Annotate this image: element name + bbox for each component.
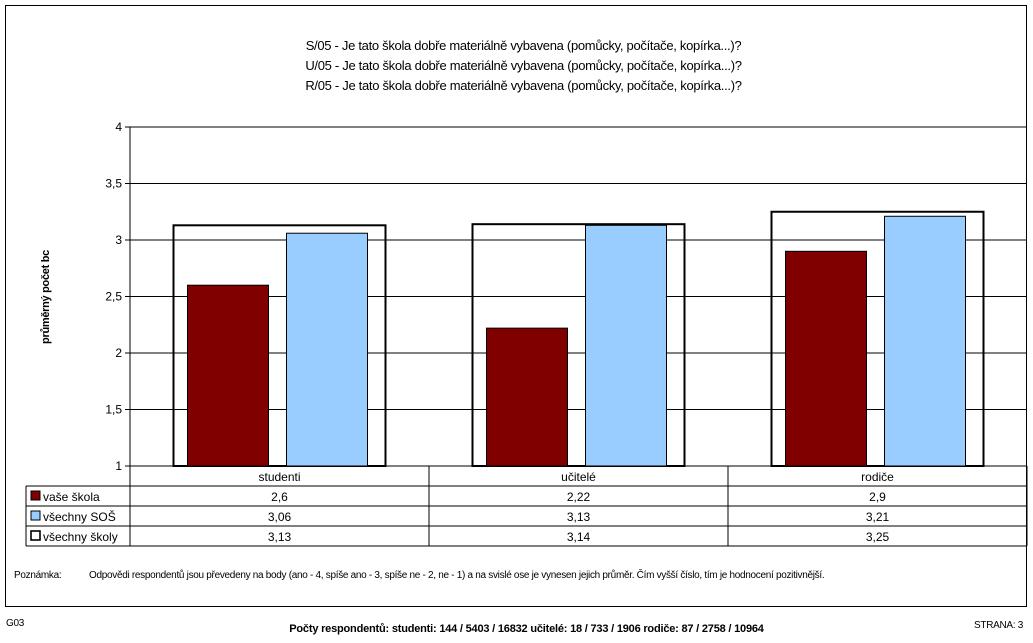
- legend-label: vaše škola: [43, 490, 100, 504]
- y-tick-label: 1: [115, 459, 122, 473]
- data-label: 2,22: [567, 490, 591, 504]
- data-label: 3,21: [866, 510, 890, 524]
- data-label: 2,6: [271, 490, 288, 504]
- bar-vsechny-sos: [585, 224, 667, 467]
- legend-swatch: [30, 530, 41, 541]
- chart-title-parents: R/05 - Je tato škola dobře materiálně vy…: [305, 78, 742, 93]
- bar-vsechny-sos: [884, 215, 966, 467]
- bar-vase-skola: [486, 327, 568, 467]
- x-category-label: rodiče: [861, 470, 894, 484]
- report-frame: [5, 5, 1027, 607]
- legend-label: všechny školy: [43, 530, 118, 544]
- x-category-label: studenti: [258, 470, 300, 484]
- y-tick-label: 3,5: [105, 177, 122, 191]
- chart-title-students: S/05 - Je tato škola dobře materiálně vy…: [305, 38, 742, 53]
- note-label: Poznámka:: [14, 570, 62, 581]
- y-tick-label: 4: [115, 120, 122, 134]
- y-tick-label: 3: [115, 233, 122, 247]
- bar-vsechny-sos: [286, 232, 368, 467]
- y-tick-label: 2,5: [105, 290, 122, 304]
- data-label: 3,13: [567, 510, 591, 524]
- x-category-label: učitelé: [561, 470, 596, 484]
- bar-vase-skola: [187, 284, 269, 467]
- y-tick-label: 1,5: [105, 403, 122, 417]
- respondents-text: Počty respondentů: studenti: 144 / 5403 …: [289, 623, 764, 635]
- data-label: 3,14: [567, 530, 591, 544]
- y-tick-label: 2: [115, 346, 122, 360]
- chart-titles: S/05 - Je tato škola dobře materiálně vy…: [0, 36, 1033, 96]
- legend-swatch: [30, 510, 41, 521]
- note-text: Odpovědi respondentů jsou převedeny na b…: [89, 570, 825, 581]
- bar-vase-skola: [785, 250, 867, 467]
- legend-swatch: [30, 490, 41, 501]
- data-label: 3,06: [268, 510, 292, 524]
- data-label: 3,13: [268, 530, 292, 544]
- data-label: 3,25: [866, 530, 890, 544]
- footer-page: STRANA: 3: [974, 620, 1023, 631]
- data-label: 2,9: [869, 490, 886, 504]
- footer-code: G03: [6, 618, 25, 629]
- footer-respondents: Počty respondentů: studenti: 144 / 5403 …: [0, 623, 1033, 635]
- chart-title-teachers: U/05 - Je tato škola dobře materiálně vy…: [305, 58, 742, 73]
- legend-label: všechny SOŠ: [43, 509, 116, 524]
